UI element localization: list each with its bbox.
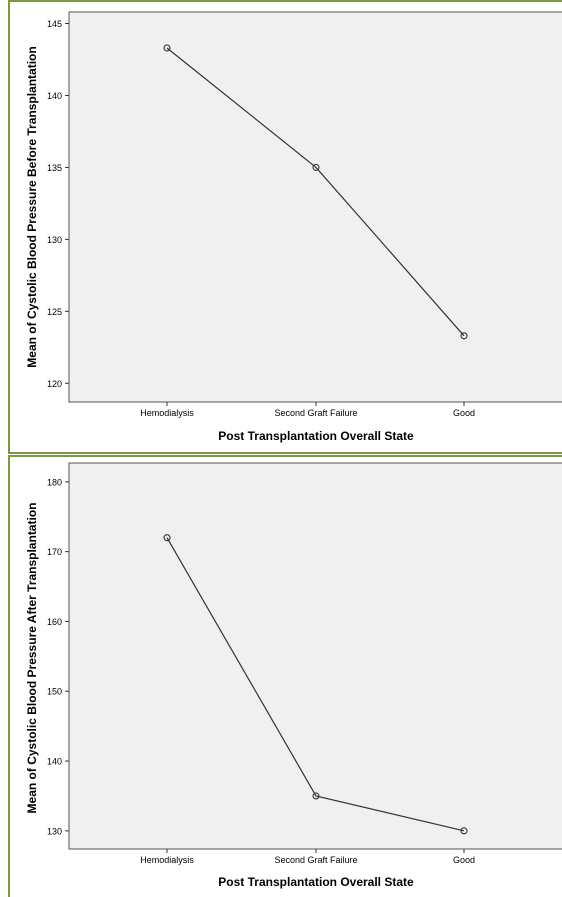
y-axis-label: Mean of Cystolic Blood Pressure Before T…	[25, 46, 39, 367]
y-tick-label: 130	[47, 826, 62, 836]
x-tick-label: Hemodialysis	[140, 408, 194, 418]
x-tick-label: Hemodialysis	[140, 855, 194, 865]
data-point	[312, 163, 320, 171]
y-tick-label: 160	[47, 617, 62, 627]
series-line	[166, 47, 465, 337]
plot-area	[68, 11, 562, 403]
data-point	[312, 792, 320, 800]
y-tick-label: 125	[47, 307, 62, 317]
y-tick-label: 135	[47, 163, 62, 173]
y-tick-label: 145	[47, 19, 62, 29]
y-tick-label: 150	[47, 687, 62, 697]
data-point	[163, 534, 171, 542]
series-line	[166, 537, 465, 832]
x-axis: Hemodialysis Second Graft Failure Good	[140, 402, 475, 418]
series-markers	[163, 534, 468, 835]
y-tick-label: 130	[47, 235, 62, 245]
y-tick-label: 140	[47, 757, 62, 767]
plot-area	[68, 462, 562, 850]
chart-panel-before: 120 125 130 135 140 145 Hemodialysis Second Gr…	[8, 0, 562, 454]
x-tick-label: Good	[453, 408, 475, 418]
x-tick-label: Second Graft Failure	[274, 855, 357, 865]
series-markers	[163, 44, 468, 340]
x-tick-label: Second Graft Failure	[274, 408, 357, 418]
data-point	[460, 827, 468, 835]
y-tick-label: 120	[47, 379, 62, 389]
x-tick-label: Good	[453, 855, 475, 865]
y-axis-label: Mean of Cystolic Blood Pressure After Tr…	[25, 503, 39, 814]
y-tick-label: 180	[47, 477, 62, 487]
x-axis: Hemodialysis Second Graft Failure Good	[140, 849, 475, 865]
chart-after-transplantation: 130 140 150 160 170 180 Hemodialysis Second Gr…	[8, 455, 562, 897]
data-point	[163, 44, 171, 52]
chart-panel-after: 130 140 150 160 170 180 Hemodialysis Second Gr…	[0, 455, 562, 897]
x-axis-label: Post Transplantation Overall State	[218, 429, 414, 443]
y-axis: 130 140 150 160 170 180	[47, 477, 69, 836]
y-tick-label: 140	[47, 91, 62, 101]
data-point	[460, 332, 468, 340]
y-tick-label: 170	[47, 547, 62, 557]
y-axis: 120 125 130 135 140 145	[47, 19, 69, 389]
chart-before-transplantation: 120 125 130 135 140 145 Hemodialysis Second Gr…	[8, 0, 562, 454]
x-axis-label: Post Transplantation Overall State	[218, 875, 414, 889]
